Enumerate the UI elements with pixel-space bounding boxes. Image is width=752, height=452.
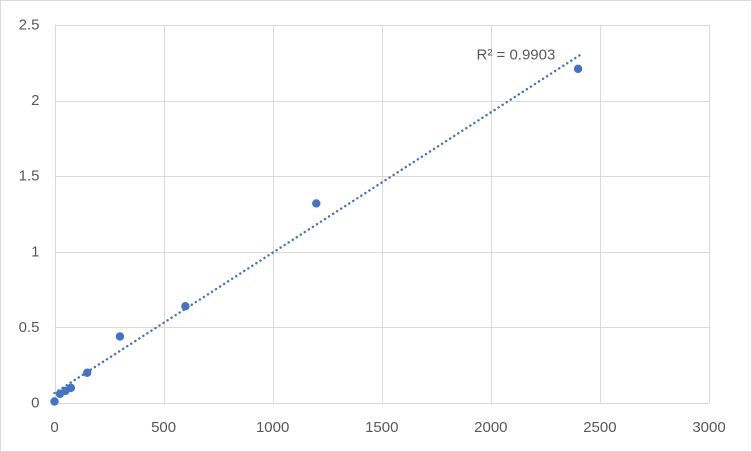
x-axis-tick-label: 1000 bbox=[256, 419, 289, 436]
x-axis-tick-label: 2000 bbox=[474, 419, 507, 436]
trendline-dotted bbox=[53, 52, 583, 395]
data-point-marker bbox=[573, 64, 583, 74]
data-point-marker bbox=[115, 332, 125, 341]
data-point-marker bbox=[181, 302, 190, 311]
x-axis-tick-label: 2500 bbox=[583, 419, 616, 436]
data-point-marker bbox=[66, 383, 76, 393]
y-axis-tick-label: 0.5 bbox=[19, 319, 40, 336]
x-axis-tick-label: 0 bbox=[50, 419, 58, 436]
y-axis-tick-label: 1.5 bbox=[19, 168, 40, 185]
data-point-marker bbox=[83, 368, 92, 377]
y-axis-tick-label: 1 bbox=[31, 243, 39, 260]
data-point-marker bbox=[50, 397, 59, 406]
x-axis-tick-label: 3000 bbox=[692, 419, 725, 436]
data-point-marker bbox=[312, 199, 321, 208]
y-axis-tick-label: 2 bbox=[31, 92, 39, 109]
r-squared-label: R² = 0.9903 bbox=[477, 47, 556, 64]
y-axis-tick-label: 0 bbox=[31, 395, 39, 412]
x-axis-tick-label: 1500 bbox=[365, 419, 398, 436]
x-axis-tick-label: 500 bbox=[151, 419, 176, 436]
y-axis-tick-label: 2.5 bbox=[19, 17, 40, 34]
